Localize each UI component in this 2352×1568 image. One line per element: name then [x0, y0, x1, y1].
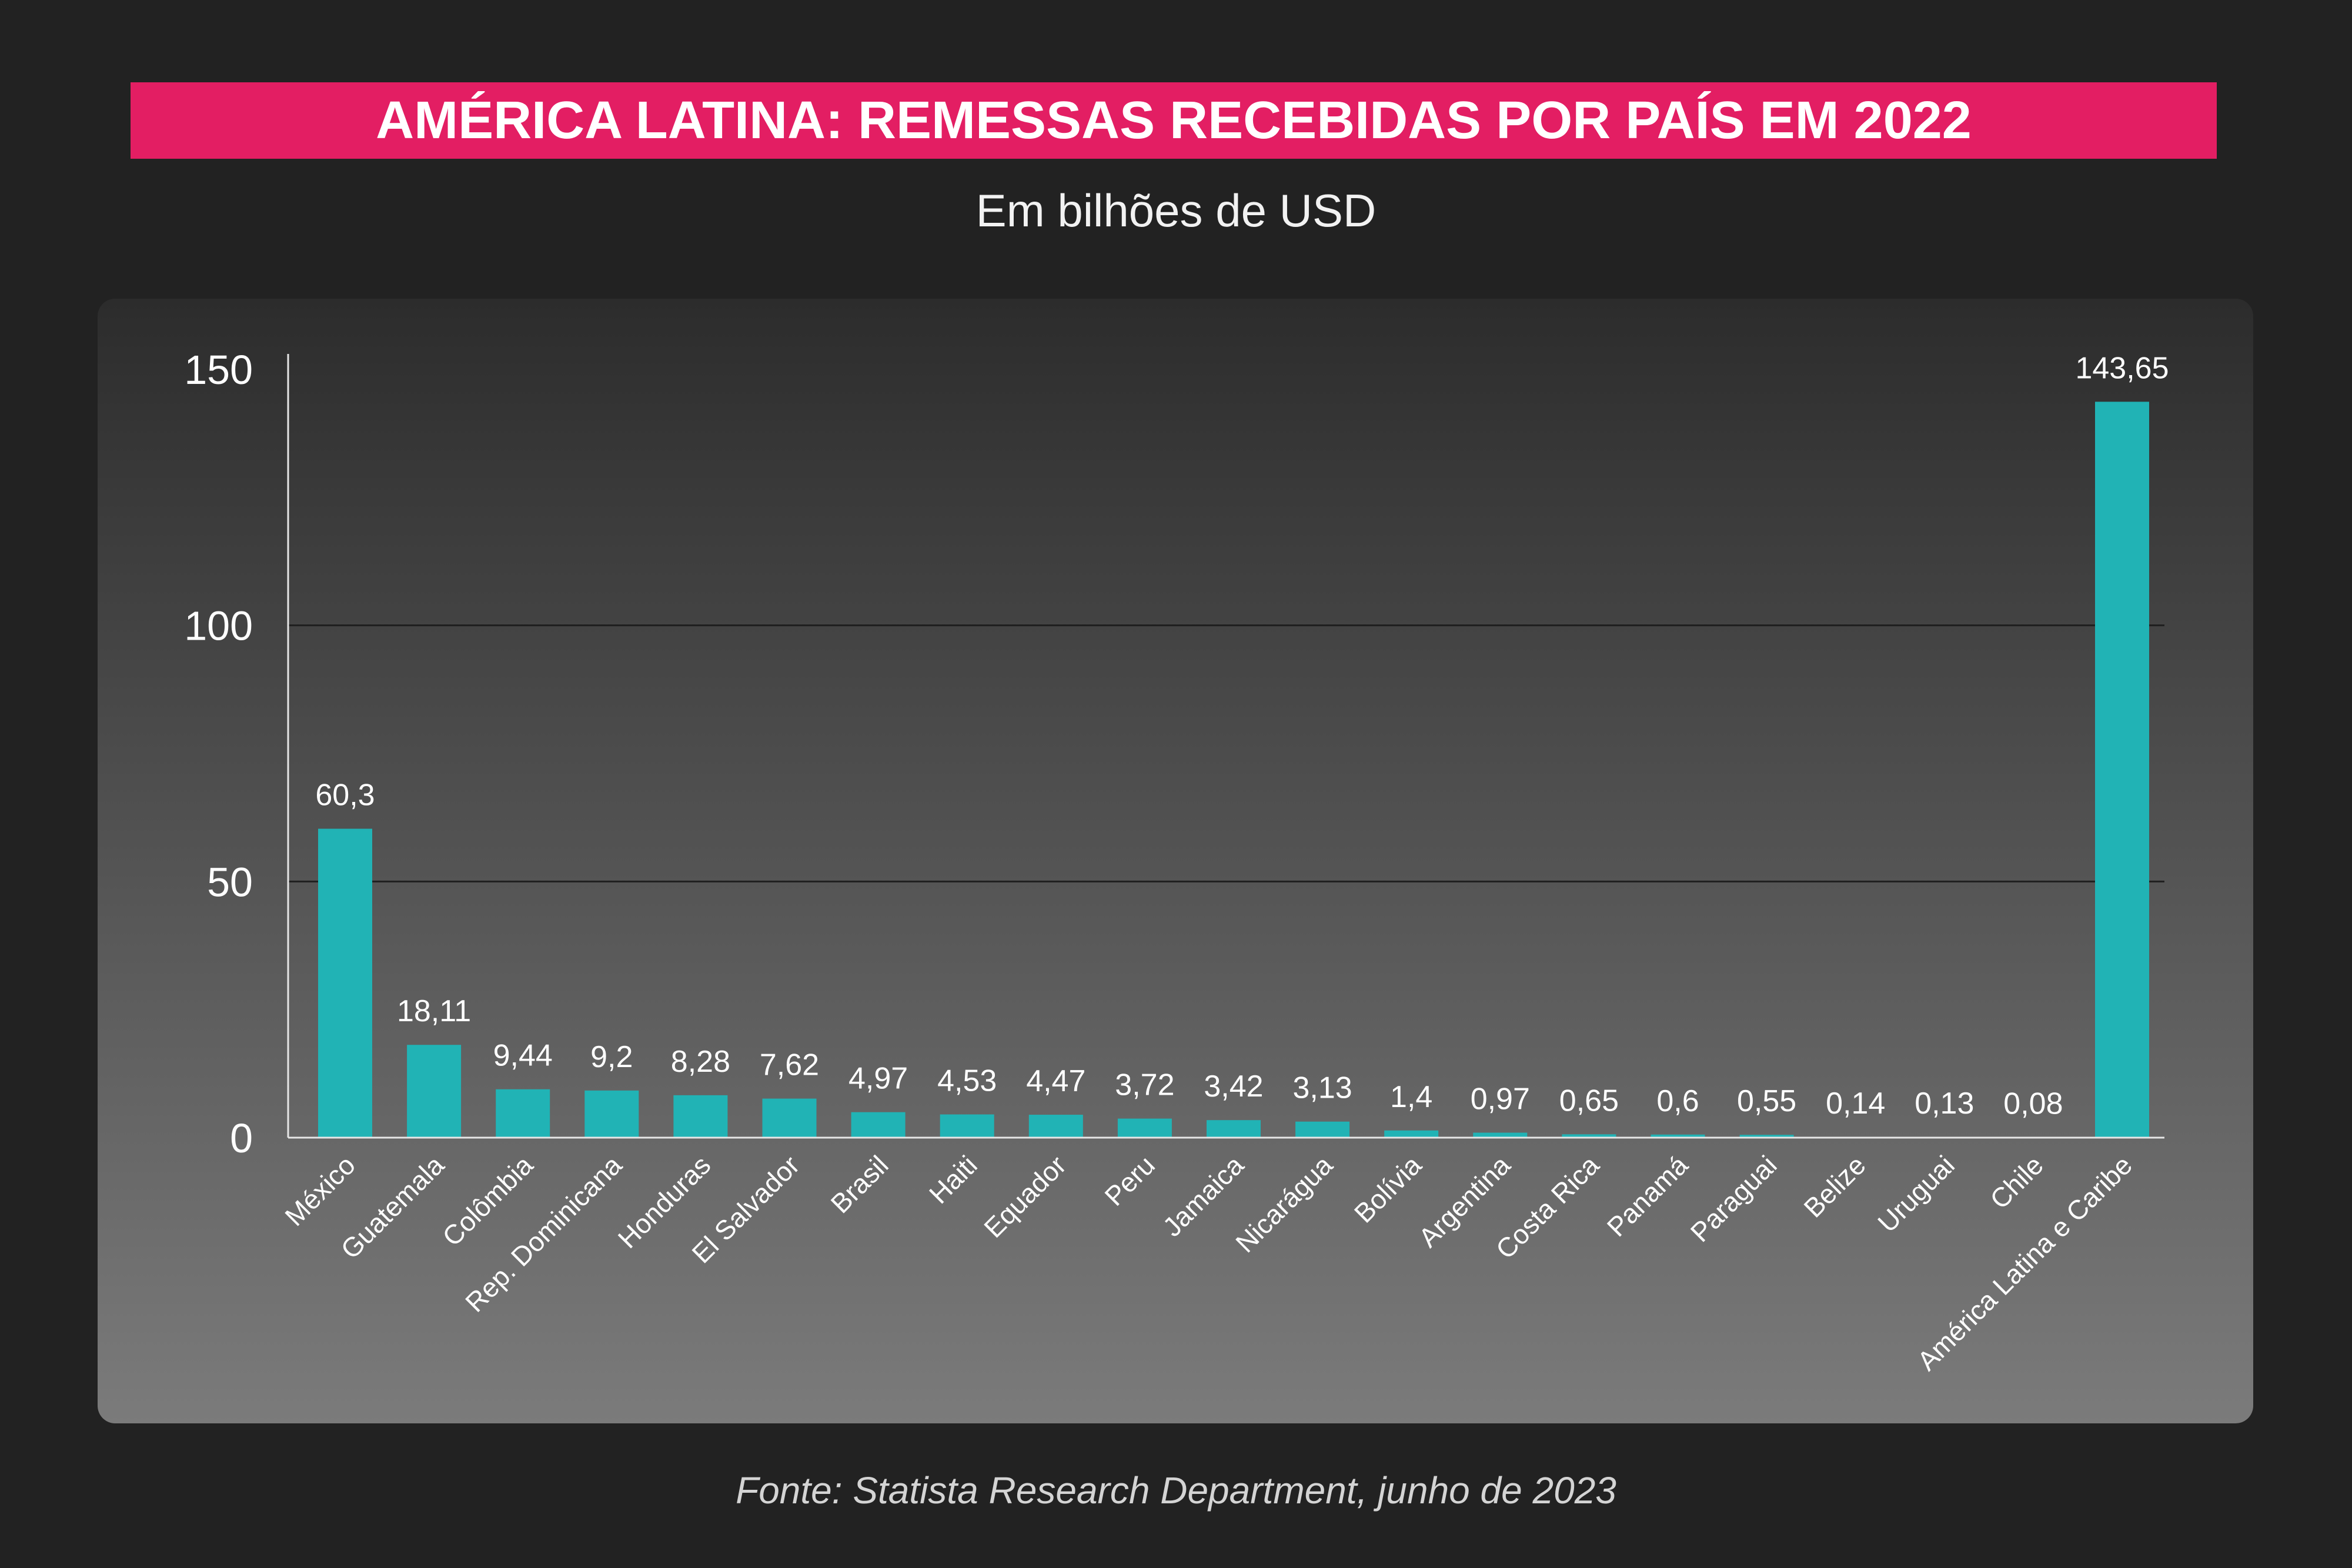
bar-mexico	[318, 828, 372, 1138]
value-label-nicaragua: 3,13	[1292, 1071, 1352, 1105]
value-label-peru: 3,72	[1115, 1068, 1174, 1102]
bar-equador	[1028, 1115, 1083, 1138]
value-label-brasil: 4,97	[848, 1062, 908, 1096]
y-tick-label-100: 100	[184, 603, 253, 649]
value-label-jamaica: 3,42	[1204, 1069, 1263, 1104]
value-label-america-latina-e-caribe: 143,65	[2075, 351, 2169, 385]
chart-panel	[98, 299, 2253, 1423]
value-label-rep-dominicana: 9,2	[590, 1040, 633, 1074]
bar-jamaica	[1207, 1120, 1261, 1138]
value-label-colombia: 9,44	[493, 1039, 553, 1073]
bar-paraguai	[1739, 1135, 1794, 1138]
axes	[287, 354, 2164, 1139]
value-label-honduras: 8,28	[671, 1045, 730, 1079]
bar-bolivia	[1384, 1130, 1439, 1138]
bar-honduras	[673, 1095, 728, 1138]
bar-el-salvador	[762, 1098, 817, 1138]
value-label-bolivia: 1,4	[1390, 1080, 1432, 1114]
bars	[318, 402, 2149, 1138]
value-label-panama: 0,6	[1656, 1084, 1699, 1118]
bar-america-latina-e-caribe	[2095, 402, 2149, 1138]
bar-guatemala	[407, 1045, 462, 1138]
value-labels: 60,3 18,11 9,44 9,2 8,28 7,62 4,97 4,53 4,47 3,72…	[315, 351, 2169, 1121]
bar-panama	[1651, 1134, 1705, 1138]
value-label-costa-rica: 0,65	[1559, 1084, 1619, 1118]
chart-title: AMÉRICA LATINA: REMESSAS RECEBIDAS POR P…	[376, 91, 1972, 150]
y-tick-label-150: 150	[184, 347, 253, 393]
bar-costa-rica	[1562, 1134, 1616, 1138]
chart-subtitle: Em bilhões de USD	[975, 185, 1377, 236]
title-banner: AMÉRICA LATINA: REMESSAS RECEBIDAS POR P…	[131, 82, 2217, 159]
value-label-haiti: 4,53	[937, 1064, 997, 1098]
value-label-equador: 4,47	[1026, 1064, 1085, 1098]
bar-haiti	[940, 1114, 994, 1138]
bar-nicaragua	[1295, 1121, 1350, 1138]
source-note: Fonte: Statista Research Department, jun…	[736, 1469, 1616, 1512]
value-label-argentina: 0,97	[1471, 1082, 1530, 1116]
bar-rep-dominicana	[584, 1090, 639, 1138]
bar-argentina	[1473, 1132, 1528, 1138]
y-tick-label-50: 50	[207, 859, 253, 905]
gridlines	[288, 624, 2164, 882]
y-tick-labels: 0 50 100 150	[184, 347, 253, 1161]
value-label-el-salvador: 7,62	[760, 1048, 819, 1082]
value-label-uruguai: 0,13	[1915, 1086, 1974, 1121]
bar-peru	[1117, 1118, 1172, 1138]
y-tick-label-0: 0	[230, 1115, 253, 1161]
value-label-chile: 0,08	[2003, 1086, 2063, 1121]
value-label-paraguai: 0,55	[1737, 1084, 1796, 1118]
bar-brasil	[851, 1112, 906, 1138]
value-label-belize: 0,14	[1826, 1086, 1885, 1121]
bar-colombia	[496, 1089, 550, 1138]
value-label-mexico: 60,3	[315, 778, 375, 813]
value-label-guatemala: 18,11	[397, 994, 471, 1028]
